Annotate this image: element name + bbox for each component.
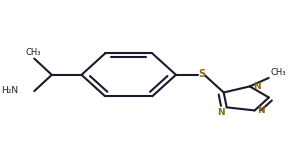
Text: H₂N: H₂N: [1, 86, 18, 95]
Text: N: N: [253, 82, 261, 91]
Text: N: N: [217, 108, 225, 118]
Text: CH₃: CH₃: [270, 68, 286, 77]
Text: CH₃: CH₃: [25, 48, 41, 57]
Text: S: S: [198, 69, 205, 79]
Text: N: N: [257, 106, 264, 115]
